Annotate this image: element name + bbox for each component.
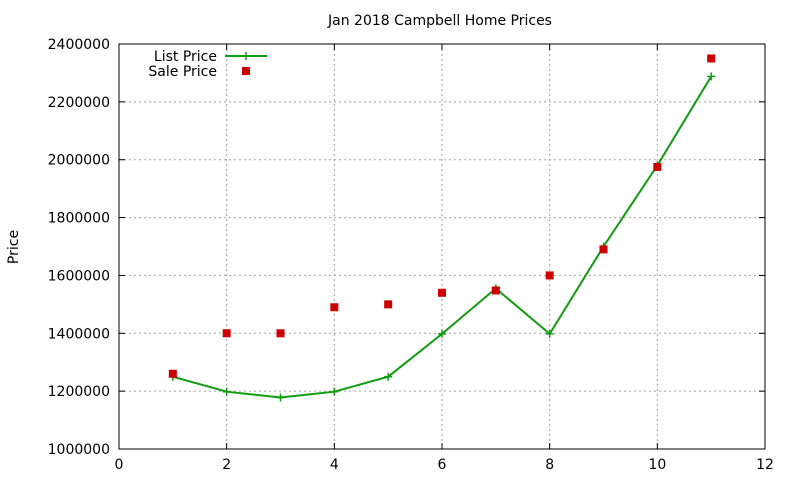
sale-price-point	[276, 329, 285, 338]
list-price-point	[276, 393, 285, 402]
x-tick-label: 4	[330, 457, 339, 473]
sale-price-point	[599, 245, 608, 254]
legend-label: List Price	[154, 49, 217, 65]
sale-price-point	[653, 162, 662, 171]
x-tick-label: 2	[222, 457, 231, 473]
sale-price-point	[545, 271, 554, 280]
y-tick-label: 1400000	[48, 326, 110, 342]
y-tick-label: 2000000	[48, 153, 110, 169]
series-list-price	[168, 72, 716, 402]
sale-price-point	[330, 303, 339, 312]
legend-plus-marker	[242, 52, 250, 60]
axis-ticks: 0 2 4 6 8 10 12 1000000 1200000 1400000 1600000 180…	[48, 37, 774, 473]
legend-square-marker	[242, 67, 250, 75]
y-tick-label: 2200000	[48, 95, 110, 111]
chart-title: Jan 2018 Campbell Home Prices	[327, 13, 552, 29]
x-tick-label: 8	[545, 457, 554, 473]
list-price-point	[438, 329, 446, 338]
y-tick-label: 2400000	[48, 37, 110, 53]
legend-label: Sale Price	[148, 64, 217, 80]
list-price-point	[222, 387, 231, 396]
sale-price-point	[222, 329, 231, 338]
sale-price-point	[168, 369, 177, 378]
y-tick-label: 1200000	[48, 384, 110, 400]
x-tick-label: 6	[438, 457, 447, 473]
x-tick-label: 12	[756, 457, 774, 473]
list-price-point	[545, 329, 554, 338]
list-price-point	[707, 72, 716, 81]
sale-price-point	[491, 286, 500, 295]
list-price-point	[384, 372, 393, 381]
series-layer	[168, 54, 716, 402]
x-tick-label: 0	[115, 457, 124, 473]
list-price-point	[330, 387, 339, 396]
y-tick-label: 1600000	[48, 268, 110, 284]
y-axis-label: Price	[6, 230, 22, 264]
sale-price-point	[384, 300, 393, 309]
y-tick-label: 1800000	[48, 211, 110, 227]
sale-price-point	[707, 54, 716, 63]
y-tick-label: 1000000	[48, 442, 110, 458]
series-sale-price	[168, 54, 716, 378]
sale-price-point	[438, 288, 446, 297]
x-tick-label: 10	[648, 457, 666, 473]
